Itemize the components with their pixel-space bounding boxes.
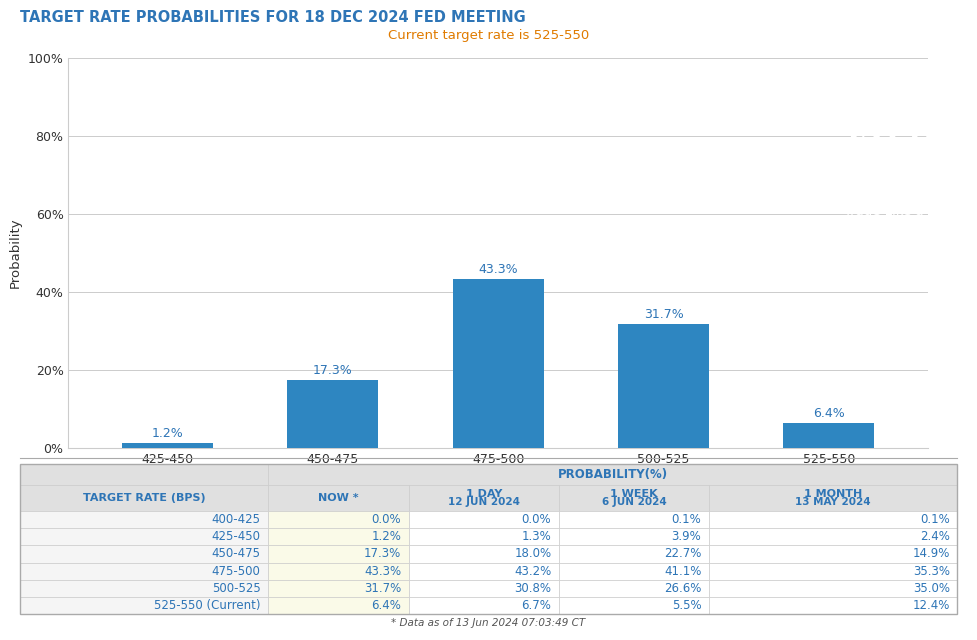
Text: 6.4%: 6.4% (813, 407, 845, 420)
Bar (408, 580, 559, 597)
Text: PROBABILITY(%): PROBABILITY(%) (558, 468, 668, 481)
Bar (122, 444, 213, 448)
Text: 475-500: 475-500 (212, 564, 261, 578)
Text: 35.0%: 35.0% (913, 582, 950, 595)
Bar (408, 597, 559, 614)
Bar (408, 485, 559, 511)
Bar (709, 580, 957, 597)
Text: 1.2%: 1.2% (151, 427, 184, 440)
Text: 500-525: 500-525 (212, 582, 261, 595)
Text: 41.1%: 41.1% (664, 564, 701, 578)
Text: 0.0%: 0.0% (371, 513, 402, 526)
Text: 1.2%: 1.2% (371, 530, 402, 543)
Text: 5.5%: 5.5% (672, 599, 701, 612)
Text: 525-550 (Current): 525-550 (Current) (154, 599, 261, 612)
Text: 450-475: 450-475 (212, 547, 261, 561)
Text: Trade Like a Pro: Trade Like a Pro (844, 205, 949, 218)
X-axis label: Target Rate (in bps): Target Rate (in bps) (433, 472, 564, 484)
Bar (20, 511, 268, 528)
Text: TARGET RATE PROBABILITIES FOR 18 DEC 2024 FED MEETING: TARGET RATE PROBABILITIES FOR 18 DEC 202… (20, 10, 526, 24)
Bar (408, 563, 559, 580)
Text: 17.3%: 17.3% (364, 547, 402, 561)
Text: 1 DAY: 1 DAY (466, 489, 502, 499)
Bar (559, 485, 709, 511)
Bar (559, 511, 709, 528)
Text: 0.0%: 0.0% (522, 513, 551, 526)
Text: 12 JUN 2024: 12 JUN 2024 (447, 497, 520, 507)
Text: * Data as of 13 Jun 2024 07:03:49 CT: * Data as of 13 Jun 2024 07:03:49 CT (392, 618, 585, 628)
Bar (268, 563, 408, 580)
Bar (709, 485, 957, 511)
Bar (20, 485, 268, 511)
Text: FxPro: FxPro (847, 122, 946, 152)
Bar (408, 511, 559, 528)
Bar (709, 511, 957, 528)
Bar (408, 545, 559, 563)
Bar (268, 511, 408, 528)
Text: 0.1%: 0.1% (671, 513, 701, 526)
Text: 1.3%: 1.3% (522, 530, 551, 543)
Text: 6.4%: 6.4% (371, 599, 402, 612)
Text: 12.4%: 12.4% (913, 599, 950, 612)
Bar (452, 279, 544, 448)
Text: TARGET RATE (BPS): TARGET RATE (BPS) (82, 493, 205, 503)
Bar (268, 528, 408, 545)
Text: 3.9%: 3.9% (671, 530, 701, 543)
Bar (709, 563, 957, 580)
Bar (709, 528, 957, 545)
Bar (784, 423, 874, 448)
Text: NOW *: NOW * (319, 493, 359, 503)
Text: 18.0%: 18.0% (514, 547, 551, 561)
Bar (559, 563, 709, 580)
Bar (20, 563, 268, 580)
Text: 6 JUN 2024: 6 JUN 2024 (602, 497, 666, 507)
Bar (20, 580, 268, 597)
Text: 26.6%: 26.6% (664, 582, 701, 595)
Text: 425-450: 425-450 (212, 530, 261, 543)
Text: 43.3%: 43.3% (479, 263, 518, 276)
Bar (408, 528, 559, 545)
Bar (559, 528, 709, 545)
Text: 13 MAY 2024: 13 MAY 2024 (795, 497, 871, 507)
Text: 43.3%: 43.3% (364, 564, 402, 578)
Text: 0.1%: 0.1% (920, 513, 950, 526)
Bar (709, 597, 957, 614)
Text: 400-425: 400-425 (212, 513, 261, 526)
Bar (268, 464, 957, 485)
Text: 35.3%: 35.3% (913, 564, 950, 578)
Bar (20, 597, 268, 614)
Bar (559, 597, 709, 614)
Bar (268, 545, 408, 563)
Text: 31.7%: 31.7% (364, 582, 402, 595)
Text: 14.9%: 14.9% (913, 547, 950, 561)
Text: 30.8%: 30.8% (514, 582, 551, 595)
Text: 6.7%: 6.7% (522, 599, 551, 612)
Bar (559, 545, 709, 563)
Bar (287, 380, 378, 448)
Bar (20, 545, 268, 563)
Text: 1 WEEK: 1 WEEK (610, 489, 658, 499)
Bar (618, 324, 709, 448)
Text: 22.7%: 22.7% (664, 547, 701, 561)
Bar (268, 485, 408, 511)
Text: 1 MONTH: 1 MONTH (804, 489, 863, 499)
Text: 31.7%: 31.7% (644, 308, 684, 321)
Text: 43.2%: 43.2% (514, 564, 551, 578)
Text: 2.4%: 2.4% (920, 530, 950, 543)
Bar (268, 580, 408, 597)
Bar (709, 545, 957, 563)
Text: 17.3%: 17.3% (313, 364, 353, 378)
Bar (20, 528, 268, 545)
Bar (268, 597, 408, 614)
Y-axis label: Probability: Probability (9, 218, 22, 288)
Text: Current target rate is 525-550: Current target rate is 525-550 (388, 29, 589, 42)
Bar (20, 464, 268, 485)
Bar (559, 580, 709, 597)
